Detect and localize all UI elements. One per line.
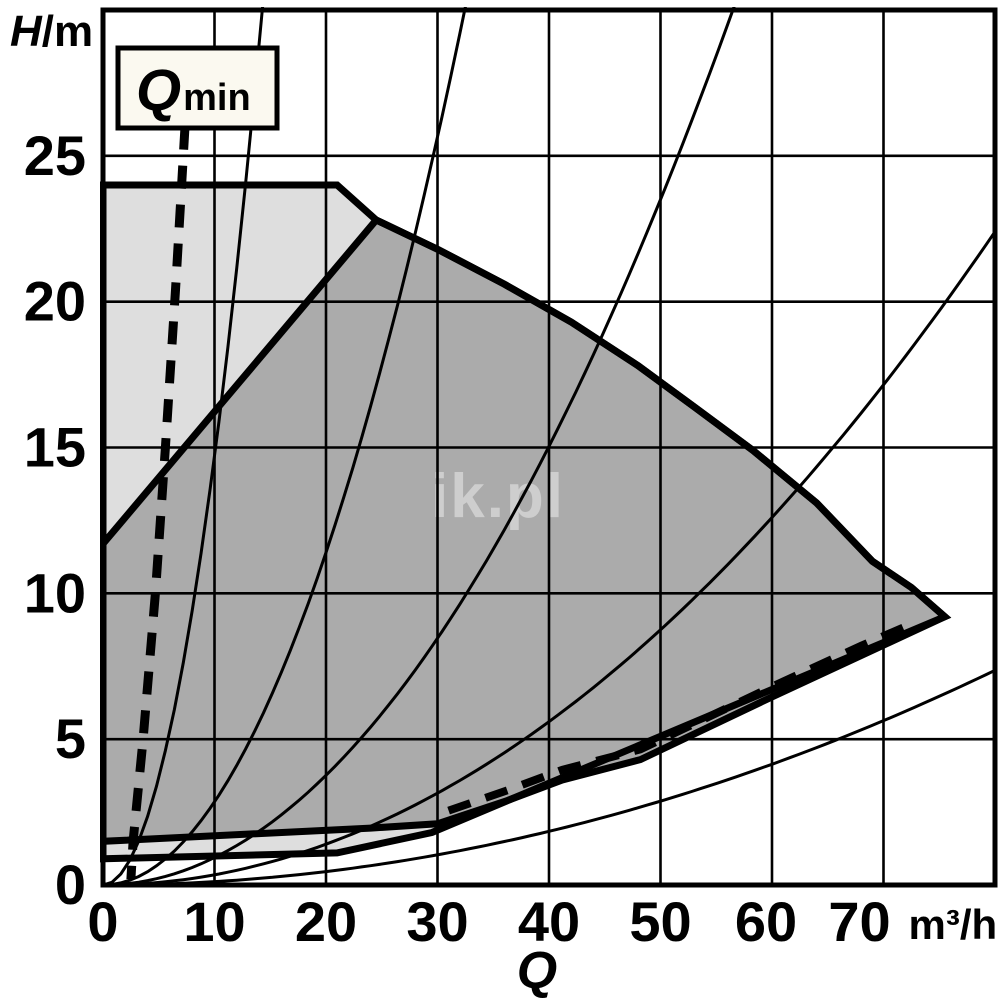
y-axis-tick-label: 0 [55,853,86,916]
x-axis-tick-label: 40 [518,890,580,953]
y-axis-tick-label: 10 [24,561,86,624]
pump-operating-field-area [103,220,945,842]
y-axis-unit: /m [42,7,93,56]
qmin-label-sub: min [183,77,251,119]
y-axis-tick-label: 20 [24,270,86,333]
qmin-label-box [115,45,280,131]
y-axis-tick-label: 5 [55,707,86,770]
region-fills [103,185,945,859]
x-axis-tick-label: 50 [629,890,691,953]
y-axis-tick-label: 15 [24,416,86,479]
y-axis-symbol: H [10,7,43,56]
system-curve [102,230,997,887]
x-axis-tick-label: 20 [295,890,357,953]
x-axis-tick-label: 60 [735,890,797,953]
min-flow-dashed-line [447,620,913,815]
plot-frame [100,7,998,888]
y-axis-title: H/m [10,7,93,56]
qmin-label-symbol: Q [136,58,181,123]
qmin-curve [126,126,190,880]
watermark: ik.pl [431,462,565,531]
y-axis-tick-label: 25 [24,124,86,187]
x-axis-tick-label: 70 [828,890,890,953]
x-axis-tick-label: 30 [406,890,468,953]
qmin-label: Qmin [136,58,251,123]
axis-labels: 0 5 10 15 20 25 0 10 20 30 40 50 60 70 m³/h H/m Q [10,7,997,1000]
system-curve [103,668,996,887]
x-axis-unit-label: m³/h [909,901,998,948]
dashed-curves [126,126,913,880]
x-axis-title: Q [517,942,557,1000]
pump-operating-field-border [100,215,952,845]
region-borders [100,181,952,863]
x-axis-tick-label: 0 [87,890,118,953]
x-axis-tick-label: 10 [183,890,245,953]
